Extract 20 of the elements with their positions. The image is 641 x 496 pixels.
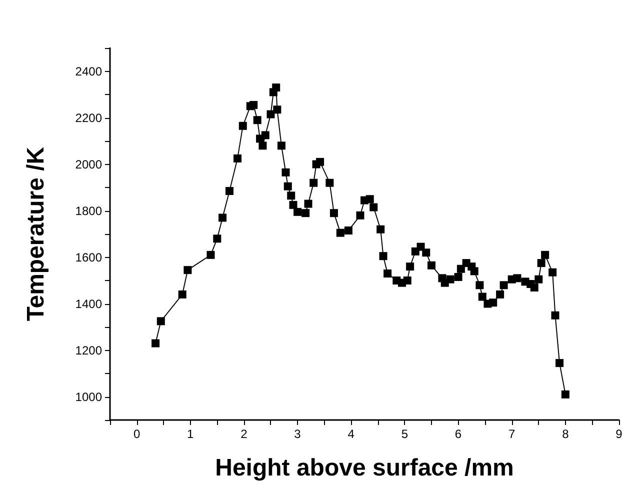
y-tick-label: 2200 [75, 110, 102, 125]
x-tick-label: 7 [508, 427, 516, 441]
x-tick-label: 9 [616, 427, 623, 441]
y-tick-label: 1000 [75, 390, 102, 404]
x-axis-title: Height above surface /mm [215, 454, 514, 482]
y-tick-label: 1400 [75, 296, 102, 311]
x-tick-label: 4 [348, 427, 355, 441]
y-axis-title: Temperature /K [22, 146, 50, 322]
y-tick-label: 2400 [75, 64, 102, 78]
x-tick-label: 0 [133, 427, 140, 441]
x-tick-label: 1 [187, 427, 194, 441]
y-tick-label: 2000 [75, 157, 102, 172]
x-tick-label: 2 [240, 427, 248, 441]
x-tick-label: 5 [401, 427, 408, 441]
y-tick-label: 1600 [75, 250, 102, 264]
x-tick-label: 8 [562, 427, 570, 441]
y-tick-label: 1800 [75, 204, 102, 218]
x-tick-label: 3 [294, 427, 302, 441]
x-tick-label: 6 [454, 427, 462, 441]
y-tick-label: 1200 [75, 343, 102, 358]
